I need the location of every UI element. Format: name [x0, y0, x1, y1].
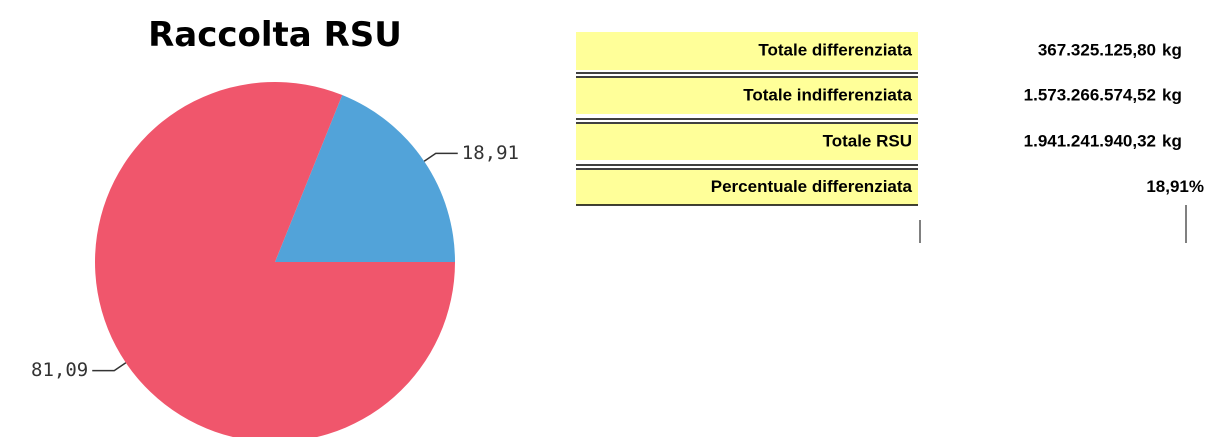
row-label: Totale RSU [823, 131, 912, 150]
data-label: 81,09 [31, 359, 88, 381]
data-label: 18,91 [462, 142, 519, 164]
row-unit: kg [1162, 131, 1182, 150]
row-value: 1.941.241.940,32 [1024, 131, 1156, 150]
label-cell [576, 32, 918, 70]
leader-line [423, 152, 458, 162]
pie-slice [95, 82, 455, 437]
row-value: 1.573.266.574,52 [1024, 85, 1156, 104]
pie-slice [275, 95, 455, 262]
row-unit: kg [1162, 40, 1182, 59]
row-label: Totale indifferenziata [743, 85, 912, 104]
leader-line [92, 362, 127, 372]
label-cell [576, 124, 918, 160]
chart-title: Raccolta RSU [148, 15, 402, 55]
label-cell [576, 170, 918, 205]
label-cell [576, 78, 918, 114]
row-value: 367.325.125,80 [1038, 40, 1156, 59]
row-label: Percentuale differenziata [711, 177, 913, 196]
row-unit: kg [1162, 85, 1182, 104]
row-label: Totale differenziata [758, 40, 912, 59]
row-value: 18,91% [1146, 177, 1204, 196]
